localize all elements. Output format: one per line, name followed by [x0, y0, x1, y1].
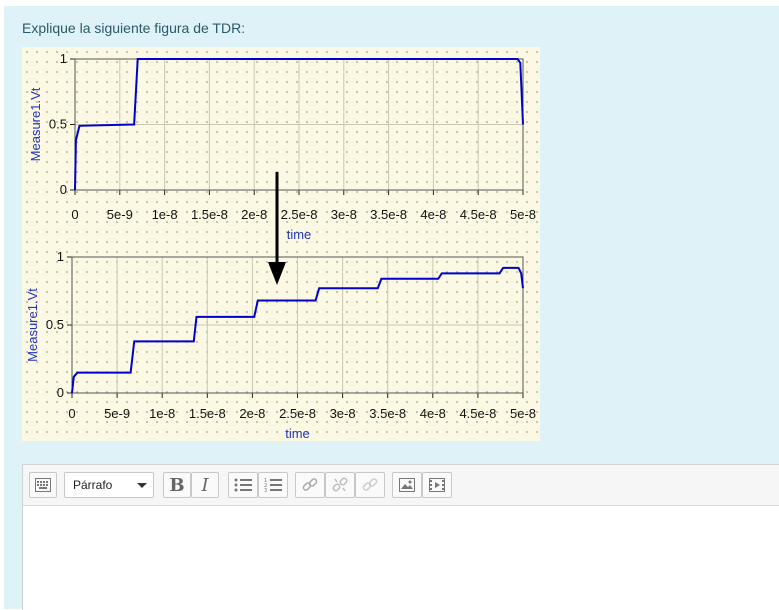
- tdr-figure-svg: 0 5e-9 1e-8 1.5e-8 2e-8 2.5e-8 3e-8 3.5e-8 4e-8 4…: [25, 51, 536, 441]
- keyboard-icon: [35, 478, 51, 492]
- svg-text:1: 1: [264, 478, 267, 484]
- insert-media-button[interactable]: [422, 472, 452, 498]
- link-button[interactable]: [295, 472, 325, 498]
- image-icon: [399, 478, 415, 492]
- x-tick-label: 4e-8: [420, 207, 446, 222]
- svg-text:3: 3: [264, 488, 267, 492]
- arrow-head-icon: [268, 262, 286, 285]
- paragraph-format-select[interactable]: Párrafo: [64, 472, 154, 498]
- x-axis-label: time: [285, 426, 310, 441]
- y-tick-label: 1: [60, 51, 67, 66]
- x-tick-label: 3e-8: [331, 207, 357, 222]
- x-tick-label: 3.5e-8: [369, 406, 406, 421]
- insert-image-button[interactable]: [392, 472, 422, 498]
- x-tick-label: 5e-9: [107, 207, 133, 222]
- unordered-list-button[interactable]: [228, 472, 258, 498]
- question-text: Explique la siguiente figura de TDR:: [22, 20, 246, 36]
- y-axis-label: Measure1.Vt: [25, 288, 40, 362]
- x-tick-label: 5e-9: [104, 406, 130, 421]
- x-tick-label: 3.5e-8: [370, 207, 407, 222]
- x-tick-label: 4.5e-8: [459, 406, 496, 421]
- x-tick-label: 1.5e-8: [191, 207, 228, 222]
- link-icon: [302, 478, 318, 491]
- x-tick-label: 0: [68, 406, 75, 421]
- tdr-figure: 0 5e-9 1e-8 1.5e-8 2e-8 2.5e-8 3e-8 3.5e-8 4e-8 4…: [22, 47, 540, 441]
- bold-button[interactable]: B: [163, 472, 191, 498]
- x-tick-label: 4.5e-8: [460, 207, 497, 222]
- numbered-list-icon: 123: [264, 478, 282, 492]
- x-tick-label: 2e-8: [241, 207, 267, 222]
- unlink-icon: [332, 477, 348, 492]
- y-tick-label: 0.5: [46, 317, 64, 332]
- italic-button[interactable]: I: [191, 472, 219, 498]
- y-tick-label: 0: [57, 385, 64, 400]
- y-tick-label: 0.5: [49, 117, 67, 132]
- x-tick-label: 2.5e-8: [279, 406, 316, 421]
- y-tick-label: 1: [57, 249, 64, 264]
- series-line: [74, 58, 524, 191]
- unlink-button[interactable]: [325, 472, 355, 498]
- x-tick-label: 5e-8: [510, 207, 536, 222]
- paragraph-format-value: Párrafo: [73, 478, 113, 492]
- x-tick-label: 5e-8: [510, 406, 536, 421]
- chevron-down-icon: [137, 483, 147, 488]
- x-tick-label: 0: [71, 207, 78, 222]
- x-tick-label: 4e-8: [420, 406, 446, 421]
- media-icon: [429, 478, 445, 492]
- x-axis-label: time: [287, 227, 312, 242]
- x-tick-label: 2e-8: [239, 406, 265, 421]
- chain-icon: [362, 478, 378, 491]
- y-axis-label: Measure1.Vt: [28, 87, 43, 161]
- anchor-button[interactable]: [355, 472, 385, 498]
- x-tick-label: 3e-8: [330, 406, 356, 421]
- toolbar-toggle-button[interactable]: [29, 472, 57, 498]
- y-tick-label: 0: [60, 182, 67, 197]
- series-line: [71, 266, 524, 394]
- x-tick-label: 2.5e-8: [281, 207, 318, 222]
- x-tick-label: 1e-8: [149, 406, 175, 421]
- plot-frame: [71, 256, 524, 394]
- bullet-list-icon: [234, 478, 252, 492]
- svg-text:2: 2: [264, 483, 267, 489]
- x-tick-label: 1e-8: [152, 207, 178, 222]
- editor-content-area[interactable]: [23, 506, 779, 610]
- x-tick-label: 1.5e-8: [189, 406, 226, 421]
